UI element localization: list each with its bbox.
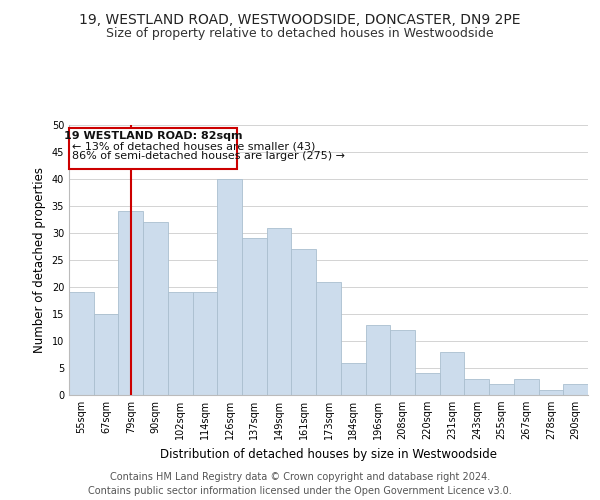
Bar <box>267 228 292 395</box>
X-axis label: Distribution of detached houses by size in Westwoodside: Distribution of detached houses by size … <box>160 448 497 460</box>
Bar <box>464 379 489 395</box>
Bar <box>118 212 143 395</box>
Text: Contains HM Land Registry data © Crown copyright and database right 2024.: Contains HM Land Registry data © Crown c… <box>110 472 490 482</box>
Bar <box>193 292 217 395</box>
Bar <box>563 384 588 395</box>
Bar <box>390 330 415 395</box>
Y-axis label: Number of detached properties: Number of detached properties <box>33 167 46 353</box>
Text: ← 13% of detached houses are smaller (43): ← 13% of detached houses are smaller (43… <box>72 141 316 151</box>
Text: Contains public sector information licensed under the Open Government Licence v3: Contains public sector information licen… <box>88 486 512 496</box>
Bar <box>539 390 563 395</box>
Bar <box>168 292 193 395</box>
Bar <box>440 352 464 395</box>
Bar <box>415 374 440 395</box>
Text: Size of property relative to detached houses in Westwoodside: Size of property relative to detached ho… <box>106 28 494 40</box>
Text: 86% of semi-detached houses are larger (275) →: 86% of semi-detached houses are larger (… <box>72 151 345 161</box>
Bar <box>365 325 390 395</box>
Bar <box>341 362 365 395</box>
Bar <box>143 222 168 395</box>
Text: 19 WESTLAND ROAD: 82sqm: 19 WESTLAND ROAD: 82sqm <box>64 132 242 141</box>
Bar <box>242 238 267 395</box>
Bar <box>489 384 514 395</box>
Text: 19, WESTLAND ROAD, WESTWOODSIDE, DONCASTER, DN9 2PE: 19, WESTLAND ROAD, WESTWOODSIDE, DONCAST… <box>79 12 521 26</box>
Bar <box>69 292 94 395</box>
Bar <box>94 314 118 395</box>
Bar <box>292 249 316 395</box>
Bar <box>514 379 539 395</box>
Bar <box>316 282 341 395</box>
Bar <box>217 179 242 395</box>
FancyBboxPatch shape <box>70 128 237 170</box>
